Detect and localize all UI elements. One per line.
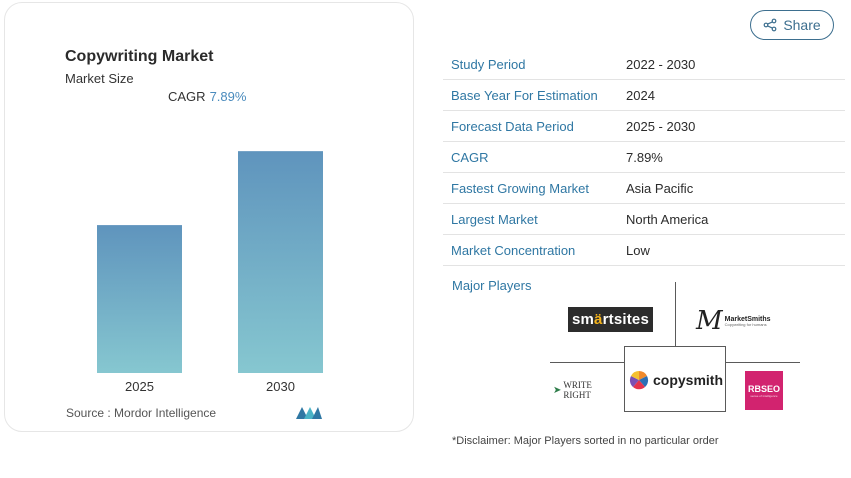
info-key: Study Period <box>451 56 526 72</box>
arrow-icon: ➤ <box>553 384 562 396</box>
info-value: 2024 <box>626 87 655 103</box>
info-key: Forecast Data Period <box>451 118 574 134</box>
rbseo-tagline: sense of intelligence <box>750 393 778 398</box>
copysmith-logo: copysmith <box>627 370 725 390</box>
marketsmiths-logo: M MarketSmiths Copywriting for humans <box>696 307 788 335</box>
info-row-concentration: Market Concentration Low <box>443 235 845 266</box>
info-value: 2025 - 2030 <box>626 118 696 134</box>
info-row-cagr: CAGR 7.89% <box>443 142 845 173</box>
info-value: Low <box>626 242 650 258</box>
marketsmiths-mark: M <box>696 306 723 336</box>
marketsmiths-name: MarketSmiths <box>724 315 771 323</box>
smartsites-text-end: rtsites <box>602 311 650 328</box>
smartsites-text-start: sm <box>571 311 595 328</box>
info-row-largest-market: Largest Market North America <box>443 204 845 235</box>
lightbulb-icon: ä <box>594 311 603 328</box>
market-size-card <box>4 2 414 432</box>
write-right-logo: ➤ WRITE RIGHT <box>553 380 621 400</box>
cagr-value: 7.89% <box>209 89 247 104</box>
chart-title: Copywriting Market <box>65 48 214 65</box>
info-key: Base Year For Estimation <box>451 87 598 103</box>
info-key: Largest Market <box>451 211 538 227</box>
market-size-chart: 2025 2030 <box>97 151 323 394</box>
rbseo-name: RBSEO <box>747 383 780 394</box>
bar-2025 <box>97 225 182 373</box>
x-tick-label-2025: 2025 <box>125 379 154 394</box>
info-key: CAGR <box>451 149 489 165</box>
info-value: 7.89% <box>626 149 663 165</box>
info-value: Asia Pacific <box>626 180 694 196</box>
copysmith-name: copysmith <box>652 372 723 388</box>
bar-2030 <box>238 151 323 373</box>
info-row-forecast-period: Forecast Data Period 2025 - 2030 <box>443 111 845 142</box>
rbseo-logo: RBSEO sense of intelligence <box>745 371 783 410</box>
info-value: 2022 - 2030 <box>626 56 696 72</box>
source-note: Source : Mordor Intelligence <box>66 406 217 420</box>
cagr-indicator: CAGR 7.89% <box>168 89 246 104</box>
write-right-name: WRITE RIGHT <box>563 380 592 400</box>
mordor-intelligence-logo-icon <box>296 407 322 419</box>
players-grid-vertical <box>675 282 676 347</box>
disclaimer-text: *Disclaimer: Major Players sorted in no … <box>452 435 719 447</box>
info-key: Market Concentration <box>451 242 576 258</box>
share-label: Share <box>783 17 821 33</box>
x-tick-label-2030: 2030 <box>266 379 295 394</box>
info-row-fastest-growing: Fastest Growing Market Asia Pacific <box>443 173 845 204</box>
copysmith-petal-icon <box>629 371 649 390</box>
info-key: Fastest Growing Market <box>451 180 589 196</box>
share-button[interactable]: Share <box>750 10 834 40</box>
marketsmiths-tagline: Copywriting for humans <box>724 321 767 327</box>
smartsites-logo: sm ä rtsites <box>568 307 653 332</box>
share-icon <box>763 18 777 32</box>
major-players-label: Major Players <box>452 278 532 293</box>
players-grid-horizontal-right <box>726 362 800 363</box>
info-row-study-period: Study Period 2022 - 2030 <box>443 49 845 80</box>
players-grid-horizontal-left <box>550 362 624 363</box>
info-row-base-year: Base Year For Estimation 2024 <box>443 80 845 111</box>
chart-subtitle: Market Size <box>65 71 134 86</box>
market-info-table: Study Period 2022 - 2030 Base Year For E… <box>443 49 845 266</box>
info-value: North America <box>626 211 709 227</box>
cagr-label: CAGR <box>168 89 206 104</box>
